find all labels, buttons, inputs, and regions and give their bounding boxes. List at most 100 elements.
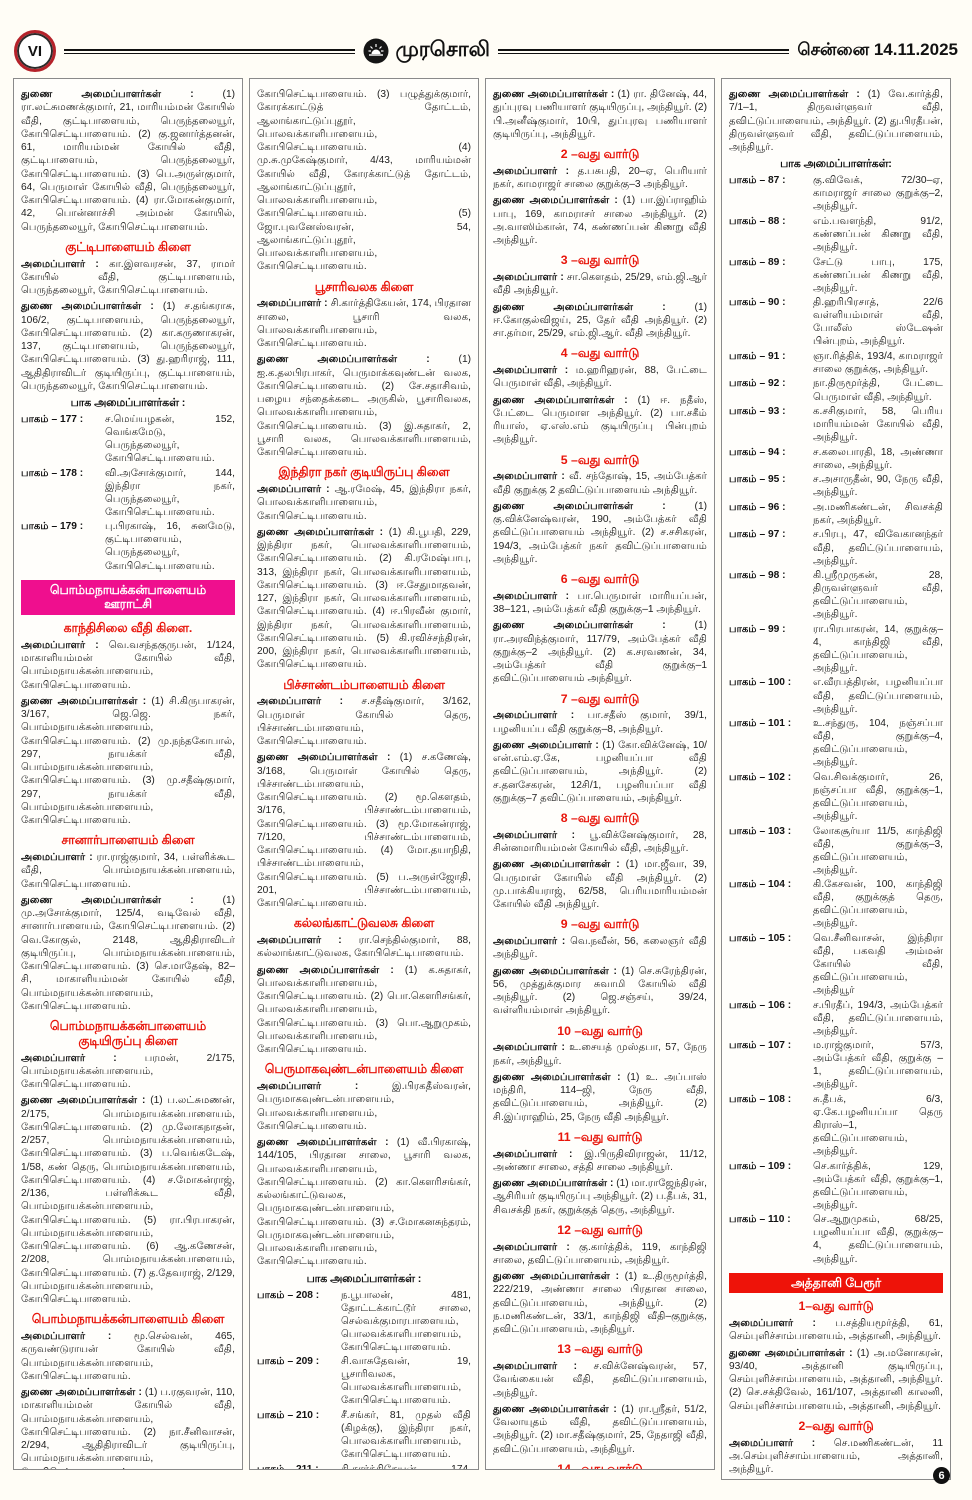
part-number-label: பாகம் – 179 : [21,521,84,533]
part-number-label: பாகம் – 108 : [729,1093,792,1105]
body-paragraph: அமைப்பாளர் : இ.பிரகதீஸ்வரன், பெருமாகவுண்… [257,1081,471,1132]
parts-list: பாகம் – 177 : ச.மெய்யழகன், 152, வெங்கமேடு… [21,413,235,573]
part-number-label: பாகம் – 91 : [729,350,786,362]
body-paragraph: அமைப்பாளர் : ரா.செந்தில்குமார், 88, கல்ல… [257,935,471,960]
paragraph-lead-label: அமைப்பாளர் : [493,1042,570,1054]
body-paragraph: துணை அமைப்பாளர்கள் : (1) வே.கார்த்தி, 7/… [729,89,943,153]
paragraph-lead-label: அமைப்பாளர் : [21,852,97,864]
section-heading: பெருமாகவுண்டன்பாளையம் கிளை [264,1062,464,1077]
body-paragraph: அமைப்பாளர் : வெ.வசந்தகுருபன், 1/124, மாக… [21,639,235,691]
paragraph-lead-label: அமைப்பாளர் : [493,1361,594,1372]
part-address-text: உ.சந்துரு, 104, நஞ்சப்பா வீதி, குறுக்கு–… [813,718,943,769]
paragraph-lead-label: துணை அமைப்பாளர்கள் : [257,1137,397,1148]
part-address-text: க.சசிகுமார், 58, பெரிய மாரியம்மன் கோயில்… [813,406,943,444]
part-address-text: வெ.சிவக்குமார், 26, நஞ்சப்பா வீதி, குறுக… [813,771,943,822]
part-item: பாகம் – 100 : எ.வீரபத்திரன், பழனியப்பா வீ… [729,676,943,715]
part-address-text: ம.ராஜ்குமார், 57/3, அம்பேத்கர் வீதி, குற… [813,1040,943,1091]
body-paragraph: துணை அமைப்பாளர்கள் : (1) சி.கிருபாகரன், … [21,695,235,827]
paragraph-lead-label: துணை அமைப்பாளர்கள் : [493,500,695,512]
paragraph-lead-label: துணை அமைப்பாளர்கள் : [257,752,400,764]
paragraph-lead-label: துணை அமைப்பாளர்கள் : [493,1071,627,1083]
paragraph-lead-label: துணை அமைப்பாளர்கள் : [493,1403,622,1415]
body-paragraph: துணை அமைப்பாளர்கள் : (1) பா.இப்ராஹிம் பா… [493,195,707,246]
body-paragraph: அமைப்பாளர் : பூ.விக்னேஷ்குமார், 28, சின்… [493,829,707,854]
part-number-label: பாகம் – 178 : [21,467,84,479]
paragraph-lead-label: அமைப்பாளர் : [729,1318,836,1330]
edition-date-value: 14.11.2025 [873,40,958,59]
section-heading: இந்திரா நகர் குடியிருப்பு கிளை [278,465,450,480]
part-address-text: எ.வீரபத்திரன், பழனியப்பா வீதி, தவிட்டுப்… [813,677,943,715]
section-heading: பொம்மநாயக்கன்பாளையம் குடியிருப்பு கிளை [49,1019,207,1048]
part-address-text: சு.தீபக், 6/3, ஏ.கே.பழனியப்பா தெரு கிராஸ… [813,1093,943,1158]
paragraph-lead-label: துணை அமைப்பாளர்கள் : [493,1178,617,1189]
section-banner: அத்தானி பேரூர் [729,1272,943,1294]
body-paragraph: துணை அமைப்பாளர்கள் : (1) ப.லட்சுமணன், 2/… [21,1095,235,1306]
page-number-badge: 6 [933,1467,950,1484]
section-heading: 13 –வது வார்டு [557,1342,643,1357]
body-paragraph: துணை அமைப்பாளர்கள் : (1) ப.ரகுவரன், 110,… [21,1387,235,1469]
part-number-label: பாகம் – 101 : [729,718,792,730]
part-number-label: பாகம் – 98 : [729,570,786,582]
part-item: பாகம் – 179 : பு.பிரகாஷ், 16, சுனமேடு, கு… [21,520,235,572]
part-item: பாகம் – 92 : நா.திருமூர்த்தி, பேட்டை பெரு… [729,377,943,403]
section-heading: 5 –வது வார்டு [560,452,640,467]
part-item: பாகம் – 110 : செ.ஆறுமுகம், 68/25, பழனியப்… [729,1213,943,1265]
part-address-text: ச.பிரதீப், 194/3, அம்பேத்கர் வீதி, தவிட்… [813,999,943,1037]
rising-sun-logo-icon [363,38,389,64]
part-number-label: பாகம் – 105 : [729,932,792,944]
body-paragraph: அமைப்பாளர் : ச.சதீஷ்குமார், 3/162, பெரும… [257,696,471,747]
part-item: பாகம் – 91 : ஞா.ரித்திக், 193/4, காமராஜர்… [729,350,943,376]
part-item: பாகம் – 102 : வெ.சிவக்குமார், 26, நஞ்சப்ப… [729,771,943,823]
part-address-text: ச.கலைபாரதி, 18, அண்ணா சாலை, அந்தியூர். [813,446,943,471]
section-heading: 14 –வது வார்டு [557,1461,643,1470]
paragraph-lead-label: துணை அமைப்பாளர்கள் : [21,1387,145,1399]
parts-list: பாகம் – 87 : கு.விவேக், 72/30–ஏ, காமராஜர்… [729,174,943,1265]
part-item: பாகம் – 93 : க.சசிகுமார், 58, பெரிய மாரிய… [729,405,943,444]
paragraph-lead-label: துணை அமைப்பாளர்கள் : [21,695,152,707]
section-heading: கல்லங்காட்டுவலசு கிளை [293,916,435,931]
part-item: பாகம் – 95 : ச.அசாருதீன், 90, நேரு வீதி, … [729,473,943,499]
parts-list: பாகம் – 208 : ந.பூபாலன், 481, தோட்டக்காட்… [257,1289,471,1470]
part-address-text: சீ.சங்கர், 81, முதல் வீதி (கிழக்கு), இந்… [341,1409,471,1461]
part-item: பாகம் – 178 : வி.அசோக்குமார், 144, இந்திர… [21,467,235,519]
body-paragraph: அமைப்பாளர் : பரமன், 2/175, பொம்மநாயக்கன்… [21,1052,235,1091]
section-heading: பூசாரிவலக கிளை [314,279,414,294]
body-paragraph: அமைப்பாளர் : ப.சத்தியமூர்த்தி, 61, செம்ப… [729,1318,943,1343]
body-paragraph: துணை அமைப்பாளர்கள் : (1) ரா.அரவிந்த்குமா… [493,620,707,685]
part-item: பாகம் – 94 : ச.கலைபாரதி, 18, அண்ணா சாலை, … [729,446,943,472]
body-paragraph: துணை அமைப்பாளர்கள் : (1) கி.பூபதி, 229, … [257,526,471,671]
paragraph-lead-label: துணை அமைப்பாளர்கள் : [493,859,626,871]
body-paragraph: துணை அமைப்பாளர்கள் : (1) க.சுதாகர், பொலவ… [257,964,471,1056]
paragraph-lead-label: அமைப்பாளர் : [493,936,571,947]
part-number-label: பாகம் – 96 : [729,501,786,513]
part-number-label: பாகம் – 209 : [257,1356,320,1368]
part-item: பாகம் – 209 : சி.வாசுதேவன், 19, பூசாரிவலக… [257,1355,471,1407]
section-heading: பொம்மநாயக்கன்பாளையம் கிளை [31,1312,225,1327]
body-paragraph: துணை அமைப்பாளர்கள் : (1) ஐ.க.தலபிரபாகர்,… [257,354,471,458]
masthead-rule-right [497,48,790,54]
section-heading: 8 –வது வார்டு [560,811,640,825]
paragraph-lead-label: அமைப்பாளர் : [493,471,570,483]
part-item: பாகம் – 90 : தி.ஹரிபிரசாத், 22/6 வள்ளியம்… [729,296,943,348]
paragraph-lead-label: அமைப்பாளர் : [21,258,110,270]
part-number-label: பாகம் – 87 : [729,175,786,187]
part-number-label: பாகம் – 106 : [729,999,792,1011]
body-paragraph: அமைப்பாளர் : ம.ஹரிஹரன், 88, பேட்டை பெரும… [493,365,707,390]
sub-heading: பாக அமைப்பாளர்கள் : [70,397,186,409]
part-number-label: பாகம் – 89 : [729,256,786,268]
paragraph-lead-label: அமைப்பாளர் : [21,1331,134,1343]
part-address-text: கு.விவேக், 72/30–ஏ, காமராஜர் சாலை குறுக்… [813,175,943,213]
part-item: பாகம் – 101 : உ.சந்துரு, 104, நஞ்சப்பா வீ… [729,717,943,769]
part-address-text: ச.அசாருதீன், 90, நேரு வீதி, அந்தியூர். [813,474,943,499]
paragraph-lead-label: துணை அமைப்பாளர்கள் : [257,354,459,366]
part-item: பாகம் – 98 : கி.ஸ்ரீமுருகன், 28, திருவள்ள… [729,569,943,621]
paragraph-lead-label: அமைப்பாளர் : [21,1052,145,1064]
part-address-text: நா.திருமூர்த்தி, பேட்டை பெருமாள் வீதி, அ… [813,378,943,403]
paragraph-lead-label: அமைப்பாளர் : [729,1437,834,1449]
paragraph-lead-label: அமைப்பாளர் : [493,710,588,722]
section-heading: காந்திசிலை வீதி கிளை. [63,621,193,636]
edition-city: சென்னை [797,40,870,59]
body-paragraph: அமைப்பாளர் : பா.சதீஸ் குமார், 39/1, பழனி… [493,710,707,735]
paragraph-lead-label: துணை அமைப்பாளர்கள் : [729,89,868,100]
paragraph-lead-label: துணை அமைப்பாளர்கள் : [493,394,638,406]
